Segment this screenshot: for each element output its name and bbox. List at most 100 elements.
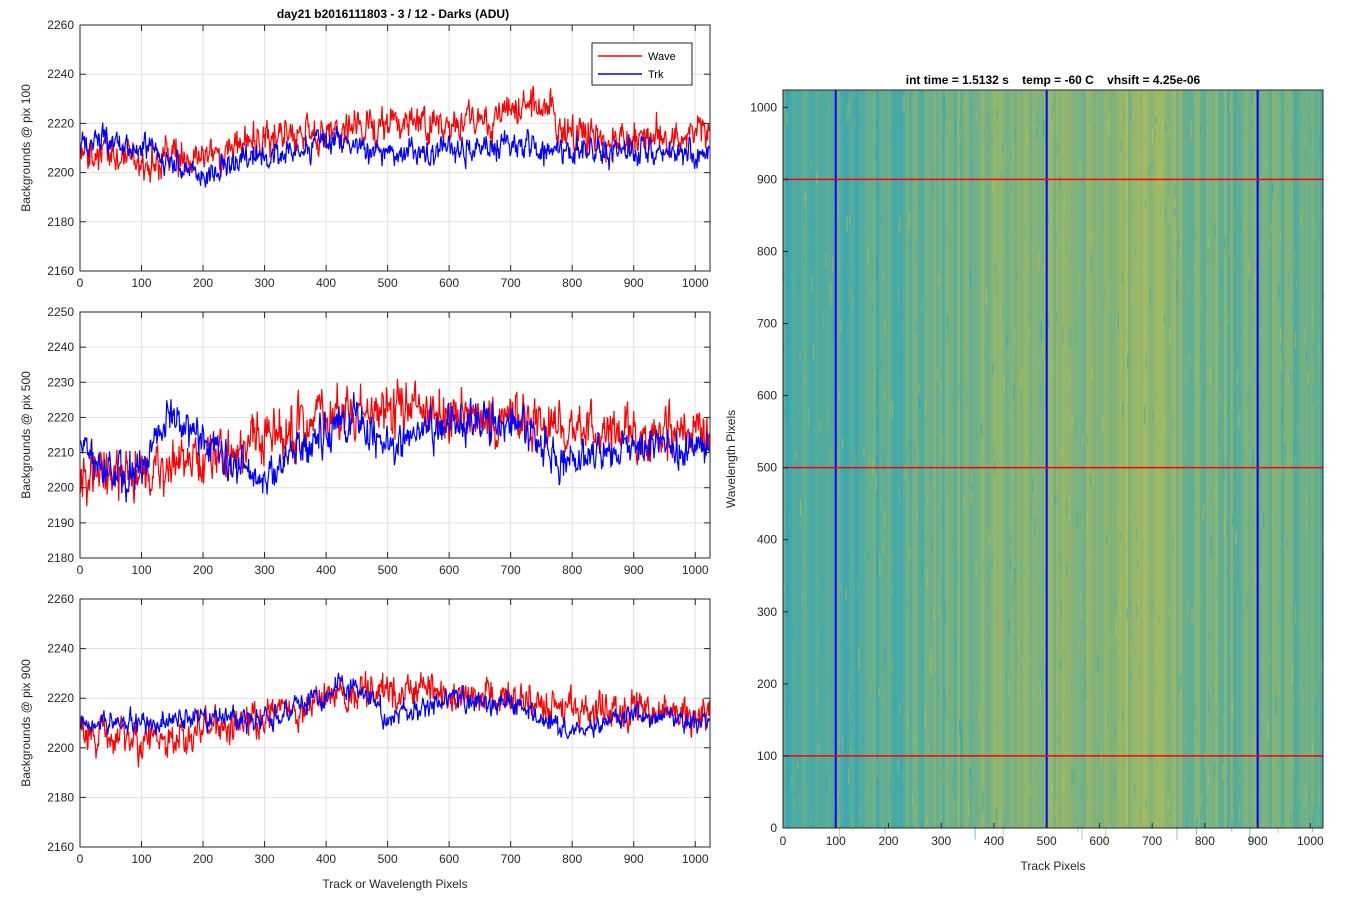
heatmap-speckle (893, 773, 895, 789)
heatmap-speckle (1214, 222, 1216, 237)
heatmap-speckle (892, 553, 894, 566)
heatmap-speckle (975, 683, 977, 695)
heatmap-column (879, 90, 883, 828)
heatmap-speckle (1304, 329, 1306, 344)
heatmap-column (1113, 90, 1117, 828)
heatmap-speckle (978, 708, 981, 726)
heatmap-speckle (1152, 186, 1154, 198)
legend-label-wave: Wave (648, 51, 676, 63)
heatmap-speckle (1106, 533, 1108, 545)
heatmap-column (1191, 90, 1195, 828)
x-tick-label: 300 (255, 563, 275, 577)
heatmap-speckle (833, 206, 835, 217)
heatmap-speckle (1042, 571, 1044, 590)
heatmap-speckle (863, 448, 865, 457)
heatmap-speckle (1231, 776, 1233, 787)
heatmap-speckle (1143, 329, 1145, 340)
heatmap-speckle (1292, 665, 1294, 683)
heatmap-speckle (897, 759, 899, 774)
heatmap-speckle (1239, 757, 1241, 765)
heatmap-speckle (1246, 265, 1248, 274)
heatmap-speckle (1168, 259, 1171, 269)
heatmap-speckle (1236, 372, 1239, 385)
heatmap-speckle (1250, 149, 1252, 159)
heatmap-speckle (926, 570, 928, 589)
heatmap-speckle (784, 406, 786, 418)
heatmap-speckle (1313, 805, 1315, 822)
heatmap-speckle (842, 803, 844, 815)
heatmap-speckle (1066, 196, 1069, 211)
heatmap-speckle (1091, 368, 1093, 381)
heatmap-speckle (1169, 96, 1171, 112)
heatmap-speckle (928, 744, 930, 752)
heatmap-speckle (912, 794, 914, 805)
heatmap-column (1104, 90, 1108, 828)
heatmap-speckle (1283, 429, 1285, 444)
heatmap-speckle (1024, 222, 1026, 239)
heatmap-speckle (1265, 712, 1267, 723)
y-tick-label: 2220 (47, 691, 74, 705)
heatmap-speckle (999, 722, 1001, 730)
heatmap-speckle (1151, 129, 1154, 145)
x-tick-label: 600 (1089, 834, 1109, 848)
heatmap-speckle (802, 554, 804, 570)
heatmap-speckle (1252, 484, 1254, 502)
heatmap-speckle (842, 456, 844, 476)
x-tick-label: 100 (826, 834, 846, 848)
heatmap-column (1071, 90, 1075, 828)
heatmap-column (798, 90, 802, 828)
heatmap-speckle (1288, 271, 1290, 287)
heatmap-speckle (1280, 327, 1282, 343)
heatmap-speckle (879, 557, 881, 577)
heatmap-speckle (1220, 209, 1222, 220)
heatmap-column (837, 90, 841, 828)
heatmap-column (1011, 90, 1015, 828)
heatmap-speckle (839, 178, 841, 190)
heatmap-speckle (1062, 327, 1064, 345)
heatmap-column (1194, 90, 1198, 828)
heatmap-speckle (879, 187, 881, 202)
heatmap-speckle (846, 216, 848, 232)
heatmap-column (786, 90, 790, 828)
heatmap-speckle (1172, 534, 1174, 554)
heatmap-speckle (845, 643, 847, 658)
heatmap-column (1122, 90, 1126, 828)
heatmap-speckle (987, 381, 989, 391)
heatmap-column (1143, 90, 1147, 828)
heatmap-column (1311, 90, 1315, 828)
heatmap-speckle (1228, 247, 1230, 256)
heatmap-column (963, 90, 967, 828)
heatmap-speckle (819, 420, 821, 432)
heatmap-speckle (991, 612, 993, 620)
heatmap-speckle (1278, 283, 1280, 299)
heatmap-column (1134, 90, 1138, 828)
heatmap-speckle (1002, 140, 1004, 153)
heatmap-speckle (1312, 385, 1315, 404)
heatmap-speckle (1071, 773, 1073, 784)
heatmap-column (1014, 90, 1018, 828)
heatmap-speckle (1215, 420, 1217, 430)
heatmap-speckle (1025, 107, 1027, 122)
heatmap-speckle (783, 585, 785, 594)
heatmap-column (924, 90, 928, 828)
y-tick-label: 2200 (47, 741, 74, 755)
heatmap-speckle (797, 409, 800, 419)
heatmap-speckle (1062, 494, 1065, 510)
heatmap-speckle (969, 768, 972, 780)
heatmap-speckle (1167, 709, 1170, 717)
axes-frame (782, 89, 1324, 829)
heatmap-speckle (931, 538, 933, 553)
heatmap-speckle (916, 509, 918, 518)
heatmap-speckle (1179, 675, 1181, 692)
heatmap-speckle (854, 453, 856, 465)
heatmap-speckle (1160, 195, 1163, 216)
heatmap-speckle (1156, 389, 1158, 402)
y-axis-label: Wavelength Pixels (724, 410, 738, 508)
heatmap-speckle (1290, 372, 1292, 382)
heatmap-column (858, 90, 862, 828)
x-tick-label: 500 (378, 852, 398, 866)
heatmap-speckle (889, 775, 891, 796)
heatmap-speckle (877, 547, 879, 556)
heatmap-speckle (1018, 574, 1020, 595)
heatmap-speckle (1263, 325, 1265, 346)
